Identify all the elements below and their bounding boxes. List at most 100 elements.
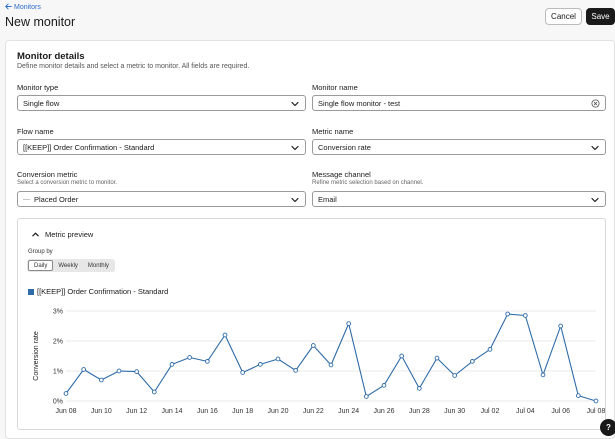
clear-icon[interactable] bbox=[591, 99, 600, 108]
series-line bbox=[65, 313, 597, 402]
group-by-monthly[interactable]: Monthly bbox=[87, 262, 109, 269]
x-tick-label: Jun 16 bbox=[197, 408, 218, 415]
data-point bbox=[63, 391, 69, 396]
x-tick-label: Jun 14 bbox=[161, 408, 182, 415]
group-by-weekly[interactable]: Weekly bbox=[58, 262, 78, 269]
data-point bbox=[575, 393, 581, 398]
data-point bbox=[416, 386, 422, 391]
chevron-up-icon bbox=[32, 232, 39, 237]
flow-name-select[interactable]: [[KEEP]] Order Confirmation - Standard bbox=[17, 139, 306, 155]
conversion-metric-select[interactable]: — Placed Order bbox=[17, 191, 306, 207]
message-channel-help: Refine metric selection based on channel… bbox=[312, 180, 424, 186]
y-tick-label: 0% bbox=[53, 399, 63, 406]
y-axis-title: Conversion rate bbox=[33, 331, 40, 381]
arrow-left-icon bbox=[5, 3, 12, 12]
data-point bbox=[81, 367, 87, 372]
group-by-segmented-control: Daily Weekly Monthly bbox=[27, 259, 115, 272]
data-point bbox=[98, 377, 104, 383]
data-point bbox=[522, 313, 528, 318]
monitor-details-card: Monitor details Define monitor details a… bbox=[5, 40, 615, 439]
group-by-daily[interactable]: Daily bbox=[28, 260, 54, 271]
chevron-down-icon bbox=[591, 197, 599, 203]
data-point bbox=[381, 383, 387, 388]
data-point bbox=[452, 373, 458, 378]
data-point bbox=[469, 359, 475, 364]
monitor-type-value: Single flow bbox=[23, 98, 60, 108]
group-by-label: Group by bbox=[28, 249, 53, 255]
x-tick-label: Jun 30 bbox=[444, 408, 465, 415]
data-point bbox=[310, 343, 316, 348]
conversion-metric-value: Placed Order bbox=[34, 194, 79, 204]
data-point bbox=[169, 362, 175, 367]
save-button[interactable]: Save bbox=[586, 8, 615, 25]
chevron-down-icon bbox=[591, 145, 599, 151]
data-point bbox=[240, 370, 246, 375]
data-point bbox=[558, 323, 564, 329]
data-point bbox=[134, 369, 140, 374]
section-title: Monitor details bbox=[17, 51, 85, 62]
x-tick-label: Jun 12 bbox=[126, 408, 147, 415]
x-tick-label: Jun 18 bbox=[232, 408, 253, 415]
x-tick-label: Jun 26 bbox=[373, 408, 394, 415]
data-point bbox=[434, 355, 440, 361]
x-tick-label: Jun 28 bbox=[409, 408, 430, 415]
data-point bbox=[593, 398, 599, 404]
flow-name-label: Flow name bbox=[17, 127, 54, 136]
data-point bbox=[151, 389, 157, 395]
x-tick-label: Jun 08 bbox=[55, 408, 76, 415]
x-tick-label: Jul 08 bbox=[587, 408, 606, 415]
breadcrumb[interactable]: Monitors bbox=[5, 3, 41, 12]
x-tick-label: Jun 24 bbox=[338, 408, 359, 415]
message-channel-value: Email bbox=[318, 194, 337, 204]
legend-label: [[KEEP]] Order Confirmation - Standard bbox=[37, 287, 169, 296]
x-tick-label: Jun 22 bbox=[303, 408, 324, 415]
metric-preview-toggle[interactable]: Metric preview bbox=[31, 230, 93, 239]
chart-legend: [[KEEP]] Order Confirmation - Standard bbox=[28, 287, 168, 296]
section-subtitle: Define monitor details and select a metr… bbox=[17, 63, 250, 70]
data-point bbox=[222, 332, 228, 338]
data-point bbox=[275, 356, 281, 362]
chevron-down-icon bbox=[291, 197, 299, 203]
conversion-rate-chart: 0% 1% 2% 3% Conversion rate Jun 08 Jun 10 Jun 1… bbox=[33, 309, 606, 416]
metric-name-value: Conversion rate bbox=[318, 142, 371, 152]
x-tick-label: Jun 10 bbox=[91, 408, 112, 415]
data-point bbox=[399, 353, 405, 359]
monitor-name-value: Single flow monitor - test bbox=[318, 98, 401, 108]
metric-name-label: Metric name bbox=[312, 127, 354, 136]
metric-name-select[interactable]: Conversion rate bbox=[312, 139, 606, 155]
page-title: New monitor bbox=[5, 15, 76, 29]
monitor-type-label: Monitor type bbox=[17, 83, 59, 92]
chevron-down-icon bbox=[291, 145, 299, 151]
y-tick-label: 2% bbox=[53, 339, 63, 346]
message-channel-label: Message channel bbox=[312, 170, 371, 179]
conversion-metric-label: Conversion metric bbox=[17, 170, 78, 179]
data-point bbox=[487, 347, 493, 352]
monitor-name-label: Monitor name bbox=[312, 83, 358, 92]
monitor-type-select[interactable]: Single flow bbox=[17, 95, 306, 111]
x-tick-label: Jul 06 bbox=[551, 408, 570, 415]
data-point bbox=[328, 362, 334, 368]
data-point bbox=[293, 368, 299, 373]
data-point bbox=[116, 368, 122, 374]
data-point bbox=[505, 311, 511, 317]
y-tick-label: 3% bbox=[53, 309, 63, 316]
data-point bbox=[363, 394, 369, 399]
breadcrumb-link-monitors[interactable]: Monitors bbox=[14, 4, 41, 11]
x-tick-label: Jul 04 bbox=[516, 408, 535, 415]
help-button[interactable]: ? bbox=[600, 419, 615, 436]
data-point bbox=[257, 362, 263, 367]
x-tick-label: Jun 20 bbox=[267, 408, 288, 415]
conversion-metric-help: Select a conversion metric to monitor. bbox=[17, 180, 118, 186]
flow-name-value: [[KEEP]] Order Confirmation - Standard bbox=[23, 142, 155, 152]
metric-preview-panel: Metric preview Group by Daily Weekly Mon… bbox=[17, 218, 606, 430]
data-point bbox=[204, 359, 210, 364]
message-channel-select[interactable]: Email bbox=[312, 191, 606, 207]
data-point bbox=[540, 372, 546, 378]
data-point bbox=[346, 321, 352, 326]
x-tick-label: Jul 02 bbox=[481, 408, 500, 415]
metric-dash-icon: — bbox=[23, 195, 30, 203]
y-tick-label: 1% bbox=[53, 369, 63, 376]
data-point bbox=[187, 355, 193, 360]
cancel-button[interactable]: Cancel bbox=[545, 8, 582, 25]
monitor-name-input[interactable]: Single flow monitor - test bbox=[312, 95, 606, 111]
